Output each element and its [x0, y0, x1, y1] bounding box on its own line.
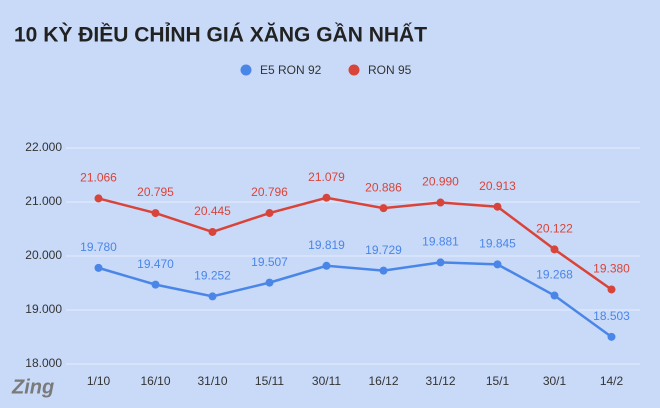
data-label: 19.819: [308, 238, 345, 252]
series-line: [98, 196, 613, 291]
data-label: 19.729: [365, 243, 402, 257]
data-point: [607, 285, 616, 294]
x-tick-label: 16/12: [368, 374, 398, 388]
x-tick-label: 30/11: [312, 374, 341, 388]
data-point: [265, 278, 274, 287]
data-point: [208, 227, 217, 236]
data-label: 19.881: [422, 235, 459, 249]
data-point: [322, 261, 331, 270]
data-label: 21.079: [308, 170, 345, 184]
watermark: Zing: [11, 376, 54, 398]
data-label: 20.122: [536, 222, 573, 236]
y-tick-label: 21.000: [25, 194, 62, 208]
data-label: 19.268: [536, 268, 573, 282]
data-point: [436, 258, 445, 267]
data-point: [493, 260, 502, 269]
x-tick-label: 15/11: [255, 374, 284, 388]
data-point: [94, 263, 103, 272]
data-label: 20.990: [422, 175, 459, 189]
data-label: 19.507: [251, 255, 288, 269]
chart-title: 10 KỲ ĐIỀU CHỈNH GIÁ XĂNG GẦN NHẤT: [14, 23, 427, 47]
x-tick-label: 14/2: [600, 374, 624, 388]
y-tick-label: 18.000: [25, 356, 62, 370]
data-label: 20.886: [365, 180, 402, 194]
y-tick-label: 20.000: [25, 248, 62, 262]
legend-label: E5 RON 92: [260, 63, 322, 77]
data-point: [151, 209, 160, 218]
data-point: [493, 202, 502, 211]
series-line: [98, 261, 613, 338]
data-point: [208, 292, 217, 301]
data-point: [550, 245, 559, 254]
x-tick-label: 16/10: [140, 374, 170, 388]
data-point: [379, 204, 388, 213]
data-label: 18.503: [593, 309, 630, 323]
x-tick-label: 15/1: [486, 374, 510, 388]
y-tick-label: 22.000: [25, 140, 62, 154]
data-label: 20.796: [251, 185, 288, 199]
data-point: [265, 209, 274, 218]
data-label: 20.445: [194, 204, 231, 218]
data-point: [550, 291, 559, 300]
x-tick-label: 31/12: [425, 374, 455, 388]
legend-label: RON 95: [368, 63, 412, 77]
data-point: [379, 266, 388, 275]
data-label: 21.066: [80, 171, 117, 185]
data-label: 19.845: [479, 237, 516, 251]
data-point: [436, 198, 445, 207]
x-tick-label: 1/10: [87, 374, 111, 388]
data-label: 20.795: [137, 185, 174, 199]
y-tick-label: 19.000: [25, 302, 62, 316]
data-label: 19.470: [137, 257, 174, 271]
data-label: 19.780: [80, 240, 117, 254]
data-label: 19.252: [194, 269, 231, 283]
x-tick-label: 31/10: [197, 374, 227, 388]
x-tick-label: 30/1: [543, 374, 567, 388]
data-point: [94, 194, 103, 203]
data-label: 19.380: [593, 262, 630, 276]
legend-marker: [348, 64, 360, 76]
data-point: [322, 193, 331, 202]
data-label: 20.913: [479, 179, 516, 193]
data-point: [151, 280, 160, 289]
legend-marker: [240, 64, 252, 76]
data-point: [607, 332, 616, 341]
